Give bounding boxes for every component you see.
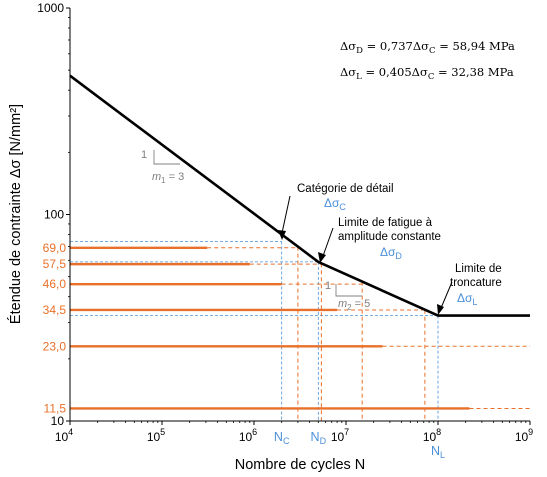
tr-arrow-head [437, 304, 444, 315]
blue-reference-lines [70, 241, 439, 421]
orange-tick-label-2: 46,0 [43, 277, 67, 291]
x-tick-label-0: 104 [55, 427, 73, 444]
y-axis-label: Étendue de contrainte Δσ [N/mm²] [7, 104, 24, 324]
sn-curve-line [69, 74, 530, 317]
slope-triangle-0 [153, 150, 180, 165]
tr-arrow [440, 281, 453, 309]
orange-tick-labels: 69,0 57,5 46,0 34,5 23,0 11,5 [43, 241, 67, 416]
slope-triangle-1 [335, 284, 362, 297]
fat-label-1: Limite de fatigue à [338, 217, 433, 229]
x-tick-label-5: 109 [515, 427, 533, 444]
fat-symbol: ΔσD [380, 245, 402, 261]
y-tick-label-0: 10 [51, 414, 65, 428]
x-axis-label: Nombre de cycles N [235, 457, 366, 473]
sn-curve-group [69, 74, 530, 317]
n-label-l: NL [431, 444, 445, 460]
cat-label: Catégorie de détail [297, 183, 394, 195]
x-tick-label-2: 106 [239, 427, 257, 444]
orange-tick-label-4: 23,0 [43, 339, 67, 353]
formula-l: ΔσL = 0,405ΔσC = 32,38 MPa [340, 65, 514, 82]
x-tick-label-4: 108 [423, 427, 441, 444]
slope-one-1: 1 [325, 280, 331, 292]
fat-arrow-head [318, 252, 326, 263]
y-tick-label-2: 1000 [37, 1, 64, 15]
n-label-d: ND [311, 430, 327, 446]
annotations: Catégorie de détail ΔσC Limite de fatigu… [278, 183, 502, 315]
y-tick-label-1: 100 [44, 208, 64, 222]
n-labels: NC ND NL [274, 430, 445, 460]
fat-arrow [322, 227, 334, 257]
cat-arrow-head [278, 230, 286, 240]
orange-stress-lines [70, 246, 530, 421]
slope-m-0: m1 = 3 [152, 171, 184, 185]
formulas: ΔσD = 0,737ΔσC = 58,94 MPa ΔσL = 0,405Δσ… [340, 39, 515, 82]
slope-m-1: m2 = 5 [338, 298, 370, 312]
orange-tick-label-3: 34,5 [43, 303, 67, 317]
tr-label-2: troncature [450, 277, 502, 289]
orange-tick-label-5: 11,5 [44, 401, 67, 415]
x-tick-label-3: 107 [331, 427, 349, 444]
slope-one-0: 1 [141, 149, 147, 161]
formula-d: ΔσD = 0,737ΔσC = 58,94 MPa [340, 39, 515, 56]
cat-symbol: ΔσC [324, 196, 346, 212]
tick-labels: 104 105 106 107 108 109 10 100 1000 [37, 1, 533, 444]
n-label-c: NC [274, 430, 290, 446]
cat-arrow [281, 195, 291, 234]
tr-symbol: ΔσL [457, 291, 477, 307]
orange-tick-label-1: 57,5 [43, 257, 67, 271]
tr-label-1: Limite de [455, 263, 502, 275]
x-tick-label-1: 105 [147, 427, 165, 444]
slope-triangles: 1 m1 = 3 1 m2 = 5 [141, 149, 370, 312]
fat-label-2: amplitude constante [338, 231, 441, 243]
orange-tick-label-0: 69,0 [43, 241, 67, 255]
